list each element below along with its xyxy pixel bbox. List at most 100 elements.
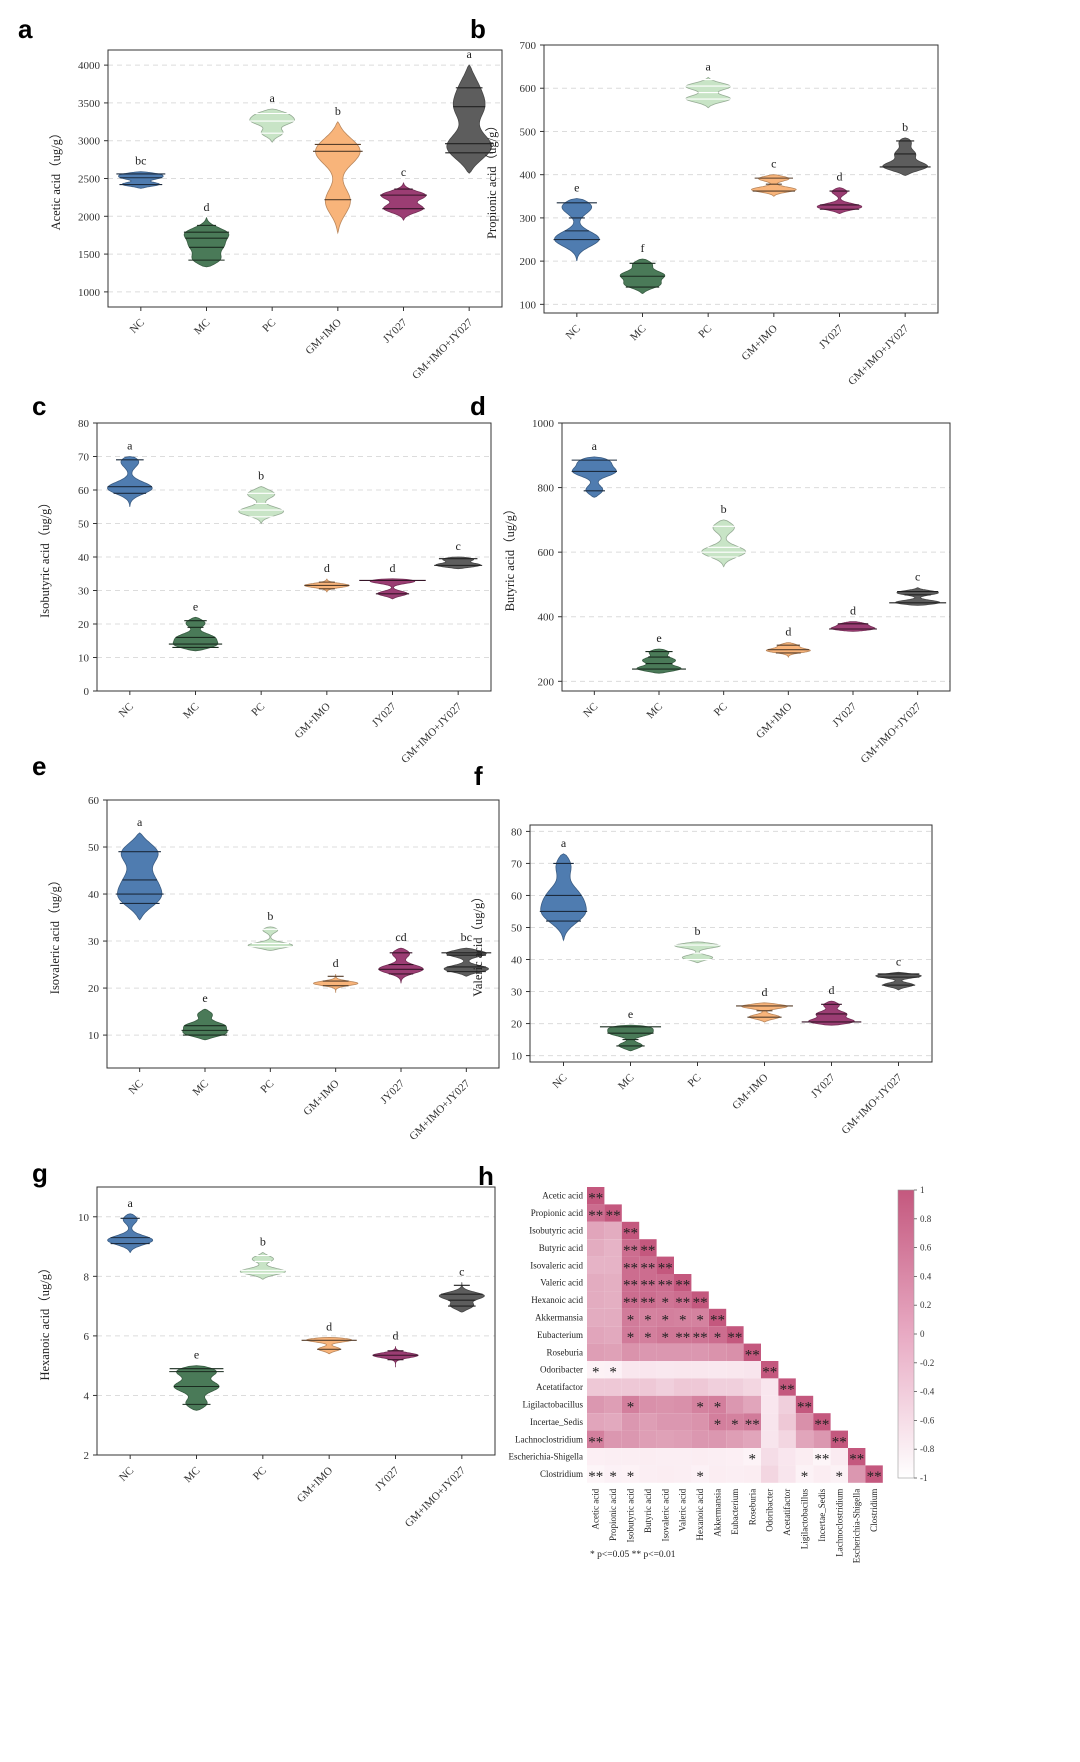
heatmap-cell xyxy=(726,1326,744,1344)
significance-letter: d xyxy=(324,561,330,575)
column-label: Ligilactobacillus xyxy=(800,1488,810,1549)
x-category-label: GM+IMO xyxy=(303,317,344,358)
heatmap-cell xyxy=(604,1361,622,1379)
significance-mark: ** xyxy=(588,1434,603,1450)
x-category-label: MC xyxy=(182,1465,203,1486)
violin-PC xyxy=(238,486,284,525)
significance-letter: d xyxy=(762,985,768,999)
significance-mark: ** xyxy=(588,1469,603,1485)
heatmap-cell xyxy=(604,1239,622,1257)
significance-letter: e xyxy=(193,599,198,613)
significance-letter: e xyxy=(194,1348,199,1362)
significance-letter: c xyxy=(896,954,901,968)
heatmap-cell xyxy=(691,1361,709,1379)
y-axis-label: Propionic acid（ug/g） xyxy=(485,119,499,239)
significance-mark: ** xyxy=(640,1278,655,1294)
panel-g: g 2 4 6 8 10 Hexanoic acid（ug/g） a NC e MC b PC d GM+I… xyxy=(32,1158,496,1530)
heatmap-cell xyxy=(656,1378,674,1396)
row-label: Butyric acid xyxy=(539,1243,584,1253)
heatmap-cell xyxy=(761,1361,779,1379)
x-category-label: GM+IMO xyxy=(295,1465,336,1506)
heatmap-cell xyxy=(813,1413,831,1431)
panel-c: c 0 10 20 30 40 50 60 70 80 Isobutyric acid（ug/g） a… xyxy=(32,391,492,766)
y-tick-label: 50 xyxy=(78,519,90,531)
violin-MC xyxy=(182,1008,228,1041)
significance-mark: * xyxy=(714,1400,722,1416)
heatmap-cell xyxy=(587,1448,605,1466)
heatmap-cell xyxy=(656,1430,674,1448)
heatmap-cell xyxy=(691,1308,709,1327)
significance-letter: cd xyxy=(395,930,406,944)
heatmap-cell xyxy=(761,1413,779,1431)
column-label: Valeric acid xyxy=(678,1488,688,1531)
column-label: Lachnoclostridium xyxy=(834,1489,844,1557)
y-tick-label: 8 xyxy=(84,1271,90,1283)
column-label: Incertae_Sedis xyxy=(817,1488,827,1541)
heatmap-cell xyxy=(604,1308,622,1327)
significance-letter: a xyxy=(467,47,473,61)
panel-label: f xyxy=(474,761,483,791)
heatmap-cell xyxy=(743,1465,761,1483)
row-label: Escherichia-Shigella xyxy=(509,1452,583,1462)
y-tick-label: 100 xyxy=(520,299,537,311)
heatmap-cell xyxy=(621,1378,640,1396)
y-tick-label: 60 xyxy=(88,795,100,807)
row-label: Propionic acid xyxy=(531,1208,584,1218)
y-tick-label: 4000 xyxy=(78,60,101,72)
significance-mark: ** xyxy=(867,1469,882,1485)
y-tick-label: 3500 xyxy=(78,98,101,110)
heatmap-cell xyxy=(708,1378,727,1396)
heatmap-cell xyxy=(621,1465,640,1483)
column-label: Escherichia-Shigella xyxy=(852,1489,862,1563)
heatmap-cell xyxy=(726,1430,744,1448)
heatmap-cell xyxy=(726,1413,744,1431)
violin-MC xyxy=(607,1024,654,1052)
heatmap-cell xyxy=(587,1395,605,1414)
heatmap-cell xyxy=(674,1430,692,1448)
violin-GM+IMO xyxy=(306,1336,353,1355)
row-label: Acetic acid xyxy=(542,1191,583,1201)
y-tick-label: 60 xyxy=(511,890,523,902)
column-label: Isobutyric acid xyxy=(626,1488,636,1542)
heatmap-cell xyxy=(743,1343,761,1361)
heatmap-cell xyxy=(743,1413,761,1431)
y-tick-label: 2500 xyxy=(78,174,101,186)
significance-mark: * xyxy=(662,1295,670,1311)
heatmap-cell xyxy=(639,1308,657,1327)
y-tick-label: 400 xyxy=(538,612,555,624)
y-tick-label: 6 xyxy=(84,1331,90,1343)
violin-JY027 xyxy=(830,621,876,632)
y-axis-label: Hexanoic acid（ug/g） xyxy=(38,1261,52,1380)
y-tick-label: 4 xyxy=(84,1390,90,1402)
y-tick-label: 600 xyxy=(538,547,555,559)
y-tick-label: 20 xyxy=(88,983,100,995)
row-label: Lachnoclostridium xyxy=(515,1434,583,1444)
row-label: Acetatifactor xyxy=(536,1382,583,1392)
y-tick-label: 400 xyxy=(520,170,537,182)
significance-mark: ** xyxy=(814,1417,829,1433)
heatmap-cell xyxy=(587,1430,605,1448)
heatmap-cell xyxy=(621,1413,640,1431)
row-label: Akkermansia xyxy=(535,1313,583,1323)
x-category-label: GM+IMO+JY027 xyxy=(839,1071,905,1137)
column-label: Acetic acid xyxy=(591,1488,601,1529)
heatmap-cell xyxy=(656,1274,674,1292)
heatmap-cell xyxy=(865,1465,883,1483)
significance-letter: a xyxy=(137,815,143,829)
heatmap-cell xyxy=(587,1465,605,1483)
panel-label: c xyxy=(32,391,46,421)
heatmap-cell xyxy=(743,1448,761,1466)
colorbar-tick-label: 0.8 xyxy=(920,1214,932,1224)
heatmap-cell xyxy=(726,1448,744,1466)
x-category-label: JY027 xyxy=(381,316,410,345)
heatmap-cell xyxy=(656,1256,674,1274)
y-tick-label: 20 xyxy=(78,619,90,631)
heatmap-cell xyxy=(708,1465,727,1483)
x-category-label: NC xyxy=(550,1072,569,1091)
colorbar-tick-label: -0.8 xyxy=(920,1444,935,1454)
panel-label: b xyxy=(470,14,486,44)
heatmap-cell xyxy=(604,1221,622,1240)
heatmap-cell xyxy=(656,1291,674,1309)
violin-GM+IMO+JY027 xyxy=(882,137,928,176)
